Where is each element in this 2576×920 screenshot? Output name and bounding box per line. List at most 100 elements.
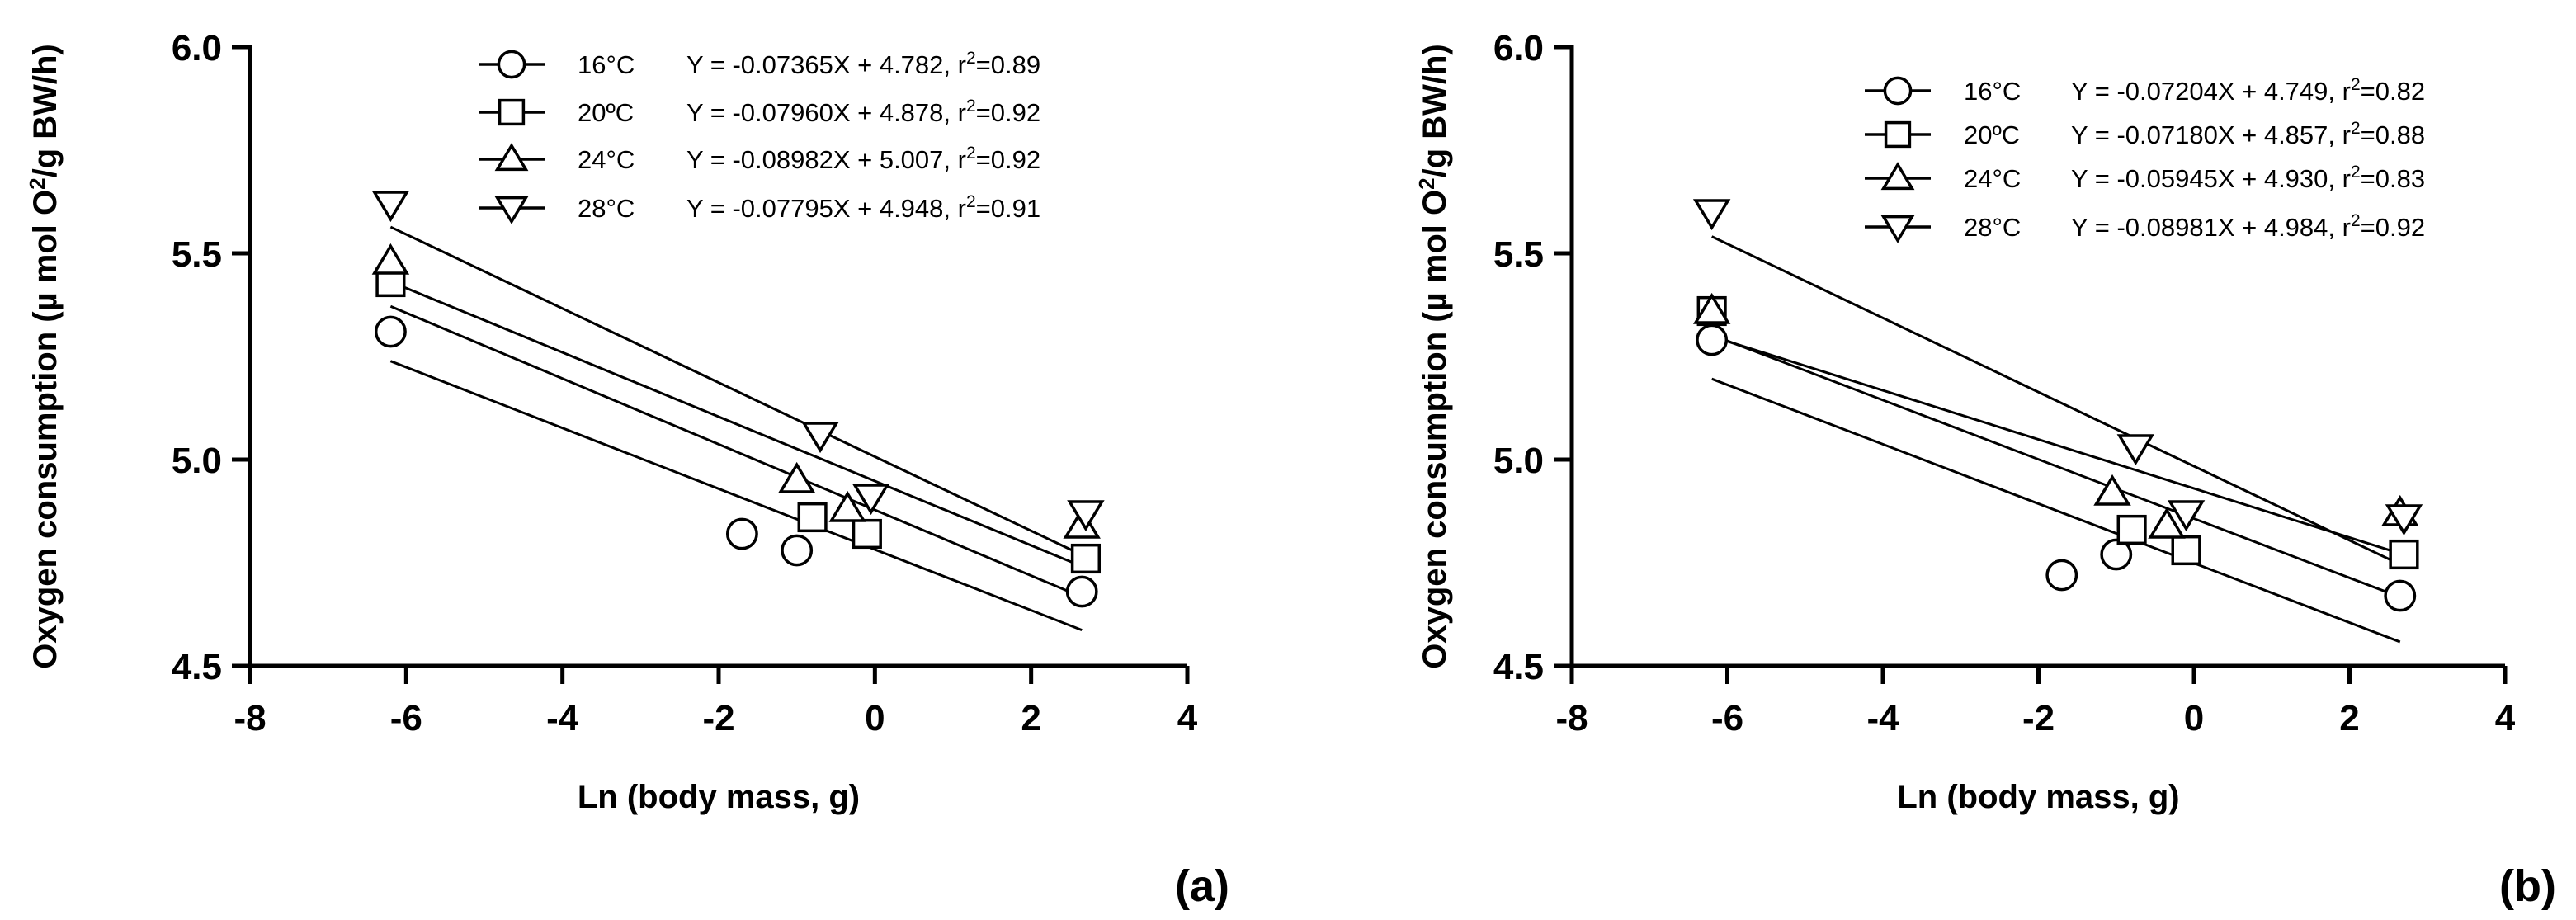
legend-equation: Y = -0.07960X + 4.878, r2=0.92 <box>686 97 1040 127</box>
y-tick-label: 6.0 <box>172 28 222 68</box>
data-point-square <box>2389 539 2419 570</box>
data-point-triangle-down <box>1067 500 1105 532</box>
legend-series-name: 20ºC <box>1964 120 2020 149</box>
legend-series-name: 28°C <box>1964 213 2021 242</box>
x-tick-label: -8 <box>234 698 266 738</box>
legend-series-name: 24°C <box>1964 164 2021 193</box>
legend-equation-sup: 2 <box>966 97 976 116</box>
legend-equation-sup: 2 <box>2351 75 2361 94</box>
legend-marker-triangle-up <box>1880 162 1915 191</box>
legend-equation-r2: =0.92 <box>2361 213 2425 242</box>
legend-equation-text: Y = -0.07365X + 4.782, r <box>686 50 966 79</box>
data-point-circle <box>2100 538 2133 571</box>
legend-equation-text: Y = -0.07180X + 4.857, r <box>2071 120 2351 149</box>
legend-equation-r2: =0.91 <box>976 194 1040 223</box>
data-point-triangle-down <box>2116 434 2155 466</box>
data-point-triangle-up <box>1692 292 1731 324</box>
legend-equation: Y = -0.07180X + 4.857, r2=0.88 <box>2071 119 2425 149</box>
legend-equation-text: Y = -0.08982X + 5.007, r <box>686 145 966 174</box>
legend-equation: Y = -0.08981X + 4.984, r2=0.92 <box>2071 211 2425 242</box>
legend-series-name: 20ºC <box>578 98 634 127</box>
chart-panel-b: -8 -6 -4 -2 0 2 4 4.5 5.0 5.5 6.0 Ln (body mass, g)… <box>1414 28 2556 911</box>
x-tick-label: 2 <box>2339 698 2359 738</box>
chart-panel-a: -8 -6 -4 -2 0 2 4 4.5 5.0 5.5 6.0 Ln (body mass, g)… <box>25 28 1229 911</box>
data-point-square <box>2116 514 2147 545</box>
regression-line-2 <box>389 225 1083 556</box>
legend-equation-text: Y = -0.07204X + 4.749, r <box>2071 77 2351 106</box>
legend-marker-square <box>498 98 526 126</box>
legend-equation: Y = -0.08982X + 5.007, r2=0.92 <box>686 144 1040 174</box>
y-tick-label: 6.0 <box>1493 28 1544 68</box>
legend-equation-sup: 2 <box>966 192 976 211</box>
data-point-circle <box>374 315 407 348</box>
y-axis-title-sup: 2 <box>1414 177 1439 189</box>
legend-series-name: 16°C <box>1964 77 2021 106</box>
regression-line-2 <box>1711 335 2401 555</box>
y-tick-label: 4.5 <box>172 647 222 687</box>
legend-series-name: 16°C <box>578 50 635 79</box>
y-axis-title-end: /g BW/h) <box>27 44 64 177</box>
legend-equation-text: Y = -0.07960X + 4.878, r <box>686 98 966 127</box>
data-point-triangle-down <box>801 422 839 454</box>
x-axis-title: Ln (body mass, g) <box>1897 779 2179 815</box>
y-axis-title-sup: 2 <box>25 177 50 189</box>
legend-equation-sup: 2 <box>966 144 976 163</box>
legend-marker-triangle-up <box>494 143 529 172</box>
y-axis-title-end: /g BW/h) <box>1417 44 1453 177</box>
x-tick-label: -4 <box>1866 698 1899 738</box>
legend-equation-r2: =0.88 <box>2361 120 2425 149</box>
legend-equation-sup: 2 <box>966 49 976 68</box>
x-tick-label: -2 <box>702 698 734 738</box>
legend-equation-text: Y = -0.08981X + 4.984, r <box>2071 213 2351 242</box>
x-tick-label: 4 <box>1177 698 1198 738</box>
data-point-circle <box>2384 579 2417 612</box>
y-tick-label: 4.5 <box>1493 647 1544 687</box>
data-point-triangle-up <box>371 243 410 275</box>
data-point-square <box>797 502 828 533</box>
data-point-circle <box>1696 323 1729 356</box>
legend-equation-text: Y = -0.07795X + 4.948, r <box>686 194 966 223</box>
x-tick-label: -4 <box>546 698 579 738</box>
y-axis-title-main: Oxygen consumption (µ mol O <box>27 190 64 669</box>
x-tick-label: -2 <box>2022 698 2055 738</box>
x-tick-label: 0 <box>2184 698 2204 738</box>
legend-equation: Y = -0.07365X + 4.782, r2=0.89 <box>686 49 1040 79</box>
panel-label: (a) <box>1175 861 1229 911</box>
legend-marker-circle <box>497 50 526 79</box>
regression-line-0 <box>1711 377 2401 644</box>
legend-equation: Y = -0.07204X + 4.749, r2=0.82 <box>2071 75 2425 106</box>
legend-series-name: 24°C <box>578 145 635 174</box>
legend-equation-r2: =0.92 <box>976 98 1040 127</box>
legend-marker-circle <box>1883 76 1913 106</box>
x-tick-label: 4 <box>2495 698 2516 738</box>
legend-equation: Y = -0.05945X + 4.930, r2=0.83 <box>2071 163 2425 193</box>
regression-line-3 <box>389 280 1087 569</box>
x-tick-label: 0 <box>865 698 885 738</box>
y-axis-title: Oxygen consumption (µ mol O2/g BW/h) <box>25 44 64 669</box>
data-point-triangle-up <box>2148 507 2186 539</box>
data-point-circle <box>781 534 814 567</box>
data-point-circle <box>725 517 758 550</box>
data-point-triangle-down <box>2167 500 2206 532</box>
legend-equation-sup: 2 <box>2351 163 2361 182</box>
data-point-circle <box>1065 575 1098 608</box>
legend-equation-r2: =0.89 <box>976 50 1040 79</box>
legend-marker-triangle-down <box>1880 215 1915 243</box>
legend-equation: Y = -0.07795X + 4.948, r2=0.91 <box>686 192 1040 223</box>
regression-line-1 <box>389 304 1087 600</box>
legend-marker-triangle-down <box>494 196 529 224</box>
x-tick-label: -6 <box>390 698 422 738</box>
y-tick-label: 5.0 <box>172 441 222 481</box>
regression-line-0 <box>389 360 1083 631</box>
legend-equation-sup: 2 <box>2351 119 2361 138</box>
legend-equation-r2: =0.82 <box>2361 77 2425 106</box>
x-tick-label: -6 <box>1711 698 1743 738</box>
data-point-triangle-up <box>777 461 816 493</box>
data-point-triangle-down <box>1692 199 1731 231</box>
y-tick-label: 5.5 <box>172 234 222 275</box>
x-tick-label: -8 <box>1555 698 1588 738</box>
data-point-triangle-down <box>2385 504 2423 536</box>
